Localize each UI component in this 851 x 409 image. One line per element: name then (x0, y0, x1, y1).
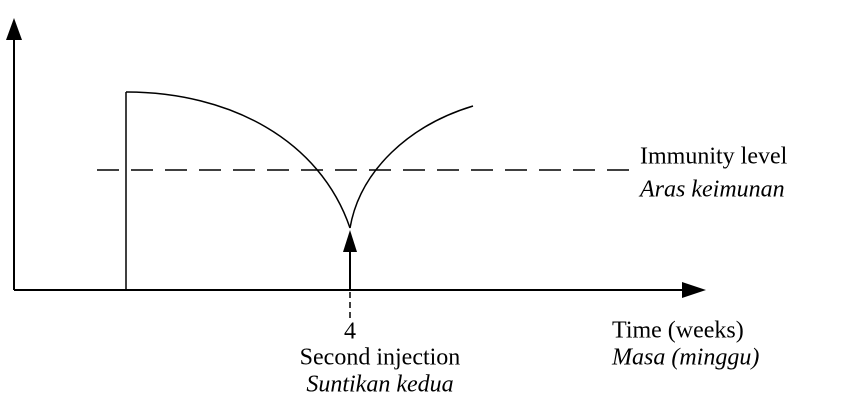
immunity-label-ms: Aras keimunan (638, 177, 785, 203)
x-axis-label-ms: Masa (minggu) (611, 345, 759, 371)
immunity-label: Immunity level (640, 144, 788, 170)
y-axis-arrow (6, 18, 22, 40)
second-injection-label: Second injection (300, 345, 461, 371)
x-axis-arrow (682, 282, 706, 298)
x-axis-label: Time (weeks) (612, 318, 744, 344)
decline-curve (125, 91, 351, 229)
injection-arrowhead (343, 230, 357, 252)
rise-curve (349, 105, 474, 229)
tick-label: 4 (344, 319, 356, 345)
second-injection-label-ms: Suntikan kedua (306, 372, 453, 398)
